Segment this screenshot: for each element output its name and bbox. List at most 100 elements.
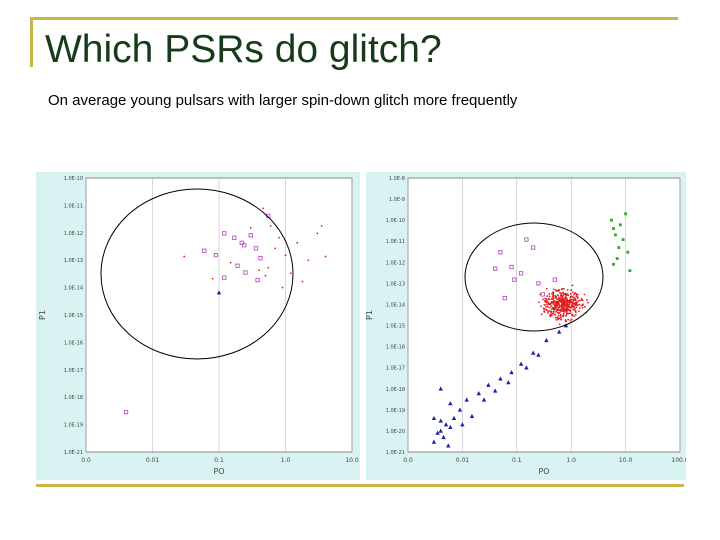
glitching-pulsar-point: [232, 235, 237, 240]
glitching-pulsar-point: [222, 231, 227, 236]
y-tick-label: 1.0E-17: [64, 368, 83, 374]
glitching-pulsar-point: [222, 275, 227, 280]
magnetar-point: [615, 257, 619, 260]
radio-pulsar-point: [558, 298, 561, 300]
radio-pulsar-point: [284, 254, 287, 257]
radio-pulsar-point: [543, 308, 546, 311]
triangle-pulsar-point: [431, 439, 437, 444]
radio-pulsar-point: [580, 297, 583, 300]
radio-pulsar-point: [554, 304, 557, 307]
triangle-pulsar-point: [556, 329, 562, 334]
radio-pulsar-point: [269, 224, 272, 227]
radio-pulsar-point: [549, 315, 552, 318]
radio-pulsar-point: [572, 305, 575, 308]
y-tick-label: 1.0E-19: [64, 423, 83, 429]
y-tick-label: 1.0E-18: [64, 395, 83, 401]
radio-pulsar-point: [545, 308, 547, 311]
triangle-pulsar-point: [509, 369, 514, 375]
radio-pulsar-point: [562, 305, 565, 308]
radio-pulsar-point: [320, 224, 323, 227]
triangle-pulsar-point: [448, 401, 453, 406]
radio-pulsar-point: [552, 312, 554, 315]
radio-pulsar-point: [561, 298, 564, 301]
radio-pulsar-point: [296, 241, 299, 244]
radio-pulsar-point: [561, 287, 564, 290]
radio-pulsar-point: [568, 303, 571, 306]
radio-pulsar-point: [545, 297, 547, 300]
glitching-pulsar-point: [502, 295, 507, 301]
radio-pulsar-point: [267, 266, 270, 269]
radio-pulsar-point: [556, 307, 559, 310]
glitching-pulsar-point: [248, 233, 253, 238]
left-chart-panel: 0.0 0.01 0.1 1.0 10.0 1.0E-10 1.0E-11 1.0E-12 1.…: [36, 172, 360, 480]
radio-pulsar-point: [553, 301, 556, 303]
triangle-pulsar-point: [506, 380, 511, 385]
glitching-pulsar-point: [498, 250, 503, 255]
triangle-pulsar-point: [464, 397, 469, 402]
radio-pulsar-point: [567, 294, 570, 297]
magnetar-point: [624, 212, 627, 216]
radio-pulsar-point: [552, 307, 555, 310]
radio-pulsar-point: [563, 299, 566, 302]
radio-pulsar-point: [558, 296, 560, 299]
radio-pulsar-point: [564, 292, 566, 295]
glitching-pulsar-point: [239, 240, 244, 245]
triangle-pulsar-point: [438, 386, 443, 391]
glitching-pulsar-point: [493, 266, 498, 271]
x-axis-label: PO: [213, 467, 224, 476]
y-tick-label: 1.0E-11: [64, 203, 83, 209]
y-tick-label: 1.0E-8: [389, 176, 405, 182]
radio-pulsar-point: [567, 308, 570, 311]
y-tick-label: 1.0E-11: [386, 239, 405, 245]
magnetar-point: [617, 246, 621, 249]
radio-pulsar-point: [316, 232, 319, 235]
radio-pulsar-point: [560, 318, 562, 321]
radio-pulsar-point: [566, 312, 569, 315]
radio-pulsar-point: [555, 296, 558, 298]
radio-pulsar-point: [540, 313, 543, 316]
y-tick-label: 1.0E-18: [386, 387, 405, 393]
radio-pulsar-point: [578, 299, 580, 302]
y-tick-label: 1.0E-20: [386, 429, 405, 435]
radio-pulsar-point: [578, 307, 581, 310]
left-rule: [30, 17, 33, 67]
slide-subtitle: On average young pulsars with larger spi…: [48, 92, 518, 109]
radio-pulsar-point: [557, 294, 559, 297]
radio-pulsar-point: [574, 292, 576, 295]
radio-pulsar-point: [566, 288, 569, 291]
radio-pulsar-point: [558, 317, 561, 320]
glitching-pulsar-point: [531, 245, 536, 250]
radio-pulsar-point: [559, 291, 562, 294]
radio-pulsar-point: [274, 247, 277, 250]
slide-title: Which PSRs do glitch?: [45, 28, 442, 71]
radio-pulsar-point: [565, 301, 568, 304]
radio-pulsar-point: [281, 286, 284, 289]
radio-pulsar-point: [571, 313, 574, 316]
glitching-pulsar-point: [235, 263, 240, 268]
radio-pulsar-point: [544, 301, 547, 303]
radio-pulsar-point: [569, 319, 572, 322]
radio-pulsar-point: [567, 306, 569, 309]
y-tick-label: 1.0E-13: [64, 258, 83, 264]
radio-pulsar-point: [548, 292, 551, 295]
radio-pulsar-point: [558, 306, 561, 309]
triangle-pulsar-point: [518, 361, 524, 366]
radio-pulsar-point: [572, 308, 575, 311]
radio-pulsar-point: [587, 301, 589, 304]
radio-pulsar-point: [559, 310, 562, 312]
magnetar-point: [621, 238, 625, 241]
triangle-pulsar-point: [481, 397, 487, 402]
triangle-pulsar-point: [486, 382, 491, 387]
radio-pulsar-point: [561, 294, 564, 297]
y-tick-label: 1.0E-15: [386, 324, 405, 330]
radio-pulsar-point: [564, 319, 567, 321]
radio-pulsar-point: [547, 305, 549, 308]
radio-pulsar-point: [570, 300, 573, 303]
radio-pulsar-point: [559, 299, 562, 302]
glitching-pulsar-point: [258, 256, 263, 261]
radio-pulsar-point: [562, 309, 565, 312]
y-tick-label: 1.0E-12: [64, 231, 83, 237]
radio-pulsar-point: [583, 293, 586, 296]
radio-pulsar-point: [550, 305, 553, 307]
plot-area: [407, 177, 681, 453]
